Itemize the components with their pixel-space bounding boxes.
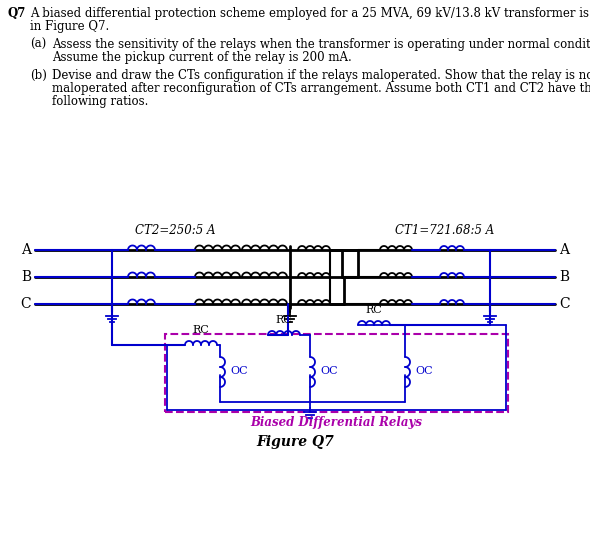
Text: following ratios.: following ratios. bbox=[52, 95, 148, 108]
Text: OC: OC bbox=[415, 366, 432, 376]
Text: Assess the sensitivity of the relays when the transformer is operating under nor: Assess the sensitivity of the relays whe… bbox=[52, 38, 590, 51]
Text: in Figure Q7.: in Figure Q7. bbox=[30, 20, 109, 33]
Text: OC: OC bbox=[320, 366, 337, 376]
Text: A: A bbox=[559, 243, 569, 257]
Text: OC: OC bbox=[230, 366, 248, 376]
Text: CT1=721.68:5 A: CT1=721.68:5 A bbox=[395, 224, 494, 237]
Text: RC: RC bbox=[366, 305, 382, 315]
Text: B: B bbox=[21, 270, 31, 284]
Text: C: C bbox=[559, 297, 569, 311]
Text: RC: RC bbox=[192, 325, 209, 335]
Text: Assume the pickup current of the relay is 200 mA.: Assume the pickup current of the relay i… bbox=[52, 51, 352, 64]
Text: Devise and draw the CTs configuration if the relays maloperated. Show that the r: Devise and draw the CTs configuration if… bbox=[52, 69, 590, 82]
Text: B: B bbox=[559, 270, 569, 284]
Text: A biased differential protection scheme employed for a 25 MVA, 69 kV/13.8 kV tra: A biased differential protection scheme … bbox=[30, 7, 590, 20]
Text: Q7: Q7 bbox=[8, 7, 27, 20]
Text: Biased Differential Relays: Biased Differential Relays bbox=[251, 416, 422, 429]
Text: A: A bbox=[21, 243, 31, 257]
Text: (b): (b) bbox=[30, 69, 47, 82]
Text: maloperated after reconfiguration of CTs arrangement. Assume both CT1 and CT2 ha: maloperated after reconfiguration of CTs… bbox=[52, 82, 590, 95]
Text: Figure Q7: Figure Q7 bbox=[256, 435, 334, 449]
Text: RC: RC bbox=[276, 315, 293, 325]
Text: C: C bbox=[21, 297, 31, 311]
Text: CT2=250:5 A: CT2=250:5 A bbox=[135, 224, 215, 237]
Text: (a): (a) bbox=[30, 38, 46, 51]
